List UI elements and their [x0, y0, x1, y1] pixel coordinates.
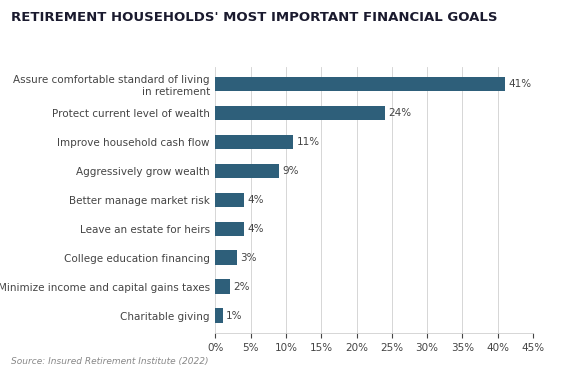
Bar: [215, 308, 222, 323]
Bar: [215, 222, 244, 236]
Text: 9%: 9%: [282, 166, 299, 176]
Text: 24%: 24%: [388, 108, 412, 118]
Text: 4%: 4%: [247, 195, 264, 205]
Text: RETIREMENT HOUSEHOLDS' MOST IMPORTANT FINANCIAL GOALS: RETIREMENT HOUSEHOLDS' MOST IMPORTANT FI…: [11, 11, 498, 24]
Text: 4%: 4%: [247, 224, 264, 234]
Text: Source: Insured Retirement Institute (2022): Source: Insured Retirement Institute (20…: [11, 357, 209, 366]
Text: 2%: 2%: [233, 282, 249, 292]
Bar: [215, 192, 244, 207]
Bar: [215, 279, 230, 294]
Bar: [215, 106, 385, 120]
Bar: [215, 77, 505, 91]
Text: 3%: 3%: [240, 253, 257, 263]
Text: 41%: 41%: [508, 79, 531, 89]
Bar: [215, 135, 293, 149]
Text: 11%: 11%: [297, 137, 320, 147]
Text: 1%: 1%: [226, 311, 243, 321]
Bar: [215, 250, 236, 265]
Bar: [215, 164, 279, 178]
